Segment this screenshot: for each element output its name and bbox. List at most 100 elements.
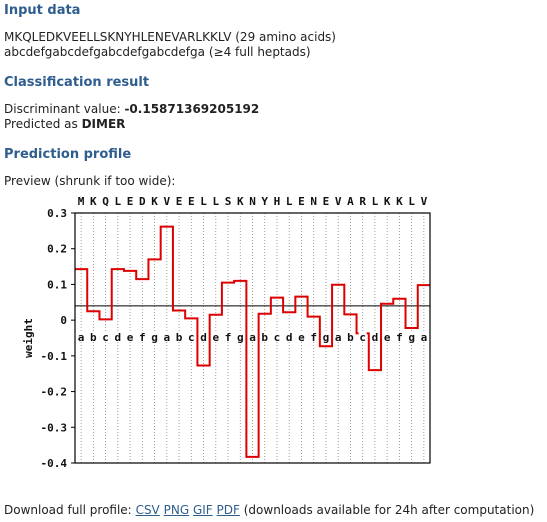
sequence-line: MKQLEDKVEELLSKNYHLENEVARLKKLV (29 amino …	[4, 30, 336, 45]
heptad-label-bg	[101, 330, 110, 342]
y-tick-label: 0	[60, 314, 67, 327]
residue-label-bottom: L	[212, 469, 219, 470]
residue-label-top: E	[127, 195, 134, 208]
heptad-label: a	[78, 331, 85, 344]
heptad-label-bg	[395, 330, 404, 342]
heptad-label-bg	[211, 330, 220, 342]
input-data-heading: Input data	[4, 3, 81, 18]
residue-label-top: M	[78, 195, 85, 208]
y-tick-label: 0.3	[47, 207, 67, 220]
y-tick-label: -0.4	[41, 457, 68, 470]
prediction-profile-heading: Prediction profile	[4, 147, 132, 162]
residue-label-bottom: N	[249, 469, 256, 470]
heptad-label-bg	[187, 330, 196, 342]
heptad-label-bg	[162, 330, 171, 342]
residue-label-top: K	[237, 195, 244, 208]
download-pdf-link[interactable]: PDF	[216, 503, 240, 517]
sequence-note: (29 amino acids)	[235, 30, 336, 44]
preview-caption: Preview (shrunk if too wide):	[4, 174, 176, 188]
discriminant-value: -0.15871369205192	[124, 102, 260, 116]
heptad-label: b	[90, 331, 97, 344]
residue-label-top: K	[384, 195, 391, 208]
heptad-label-bg	[370, 330, 379, 342]
heptad-label-bg	[309, 330, 318, 342]
weight-series-line	[75, 225, 430, 458]
heptad-label: c	[188, 331, 195, 344]
heptad-label-bg	[199, 330, 208, 342]
download-gif-link[interactable]: GIF	[192, 503, 213, 517]
residue-label-bottom: V	[421, 469, 428, 470]
residue-label-bottom: K	[237, 469, 244, 470]
heptad-note: (≥4 full heptads)	[208, 45, 311, 59]
residue-label-top: L	[115, 195, 122, 208]
residue-label-top: Y	[261, 195, 268, 208]
residue-label-bottom: L	[286, 469, 293, 470]
download-line: Download full profile: CSV PNG GIF PDF (…	[4, 503, 534, 518]
heptad-label-bg	[321, 330, 330, 342]
heptad-label-bg	[113, 330, 122, 342]
residue-label-top: N	[249, 195, 256, 208]
residue-label-bottom: K	[396, 469, 403, 470]
heptad-label-bg	[285, 330, 294, 342]
heptad-label: e	[212, 331, 219, 344]
heptad-label-bg	[383, 330, 392, 342]
classification-heading: Classification result	[4, 75, 150, 90]
heptad-label: e	[384, 331, 391, 344]
download-png-link[interactable]: PNG	[163, 503, 190, 517]
heptad-label: b	[261, 331, 268, 344]
residue-label-bottom: L	[408, 469, 415, 470]
heptad-label-bg	[77, 330, 86, 342]
residue-label-top: L	[286, 195, 293, 208]
heptad-label-bg	[89, 330, 98, 342]
heptad-label-bg	[126, 330, 135, 342]
prediction-profile-chart: MMKKQQLLEEDDKKVVEEEELLLLSSKKNNYYHHLLEENN…	[22, 195, 431, 470]
heptad-label-bg	[224, 330, 233, 342]
residue-label-bottom: A	[347, 469, 354, 470]
heptad-label-bg	[346, 330, 355, 342]
plot-frame	[74, 212, 431, 464]
residue-label-bottom: K	[90, 469, 97, 470]
y-tick-label: 0.2	[47, 243, 67, 256]
residue-label-top: N	[310, 195, 317, 208]
residue-label-bottom: E	[176, 469, 183, 470]
download-label: Download full profile:	[4, 503, 132, 517]
heptad-label-bg	[407, 330, 416, 342]
residue-label-top: L	[408, 195, 415, 208]
predicted-value: DIMER	[81, 117, 126, 131]
residue-label-top: L	[372, 195, 379, 208]
residue-label-top: E	[323, 195, 330, 208]
heptad-label-bg	[419, 330, 428, 342]
heptad-label: a	[421, 331, 428, 344]
predicted-label: Predicted as	[4, 117, 78, 131]
heptad-label: d	[286, 331, 293, 344]
residue-label-bottom: N	[310, 469, 317, 470]
heptad-label: f	[225, 331, 232, 344]
heptad-label: c	[274, 331, 281, 344]
residue-label-top: L	[212, 195, 219, 208]
residue-label-top: K	[151, 195, 158, 208]
heptad-line: abcdefgabcdefgabcdefgabcdefga (≥4 full h…	[4, 45, 311, 60]
heptad-label-bg	[150, 330, 159, 342]
discriminant-line: Discriminant value: -0.15871369205192	[4, 102, 259, 117]
residue-label-bottom: V	[163, 469, 170, 470]
residue-label-bottom: E	[298, 469, 305, 470]
download-csv-link[interactable]: CSV	[135, 503, 160, 517]
heptad-label: b	[176, 331, 183, 344]
heptad-label: b	[347, 331, 354, 344]
residue-label-bottom: E	[127, 469, 134, 470]
heptad-label: f	[310, 331, 317, 344]
heptad-label: a	[335, 331, 342, 344]
heptad-label: a	[163, 331, 170, 344]
heptad-label: a	[249, 331, 256, 344]
heptad-label-bg	[236, 330, 245, 342]
y-axis-label: weight	[22, 318, 35, 358]
residue-label-bottom: R	[359, 469, 366, 470]
heptad-label: c	[359, 331, 366, 344]
residue-label-top: K	[90, 195, 97, 208]
residue-label-top: V	[421, 195, 428, 208]
residue-label-top: Q	[102, 195, 109, 208]
residue-label-bottom: S	[225, 469, 232, 470]
discriminant-label: Discriminant value:	[4, 102, 121, 116]
residue-label-top: V	[335, 195, 342, 208]
y-tick-label: -0.3	[41, 421, 68, 434]
